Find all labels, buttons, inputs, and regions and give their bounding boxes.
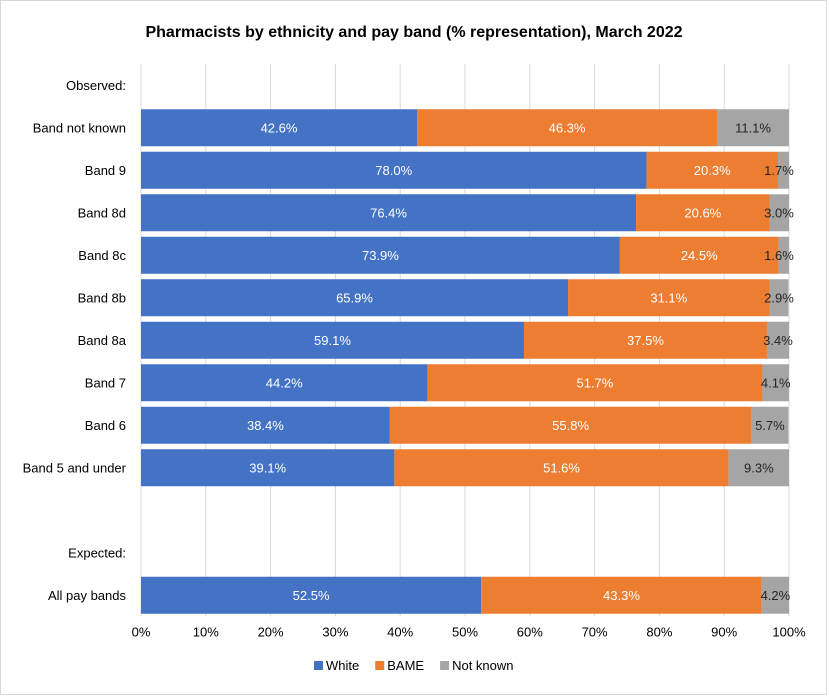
bar-white: [141, 406, 390, 444]
category-label: All pay bands: [48, 588, 127, 603]
bar-white: [141, 194, 637, 232]
data-label: 46.3%: [549, 120, 586, 135]
bar-white: [141, 576, 482, 614]
data-label: 2.9%: [764, 290, 794, 305]
category-label: Expected:: [68, 545, 126, 560]
legend-label: Not known: [452, 658, 513, 673]
bar-not-known: [762, 364, 789, 402]
data-label: 3.0%: [764, 205, 794, 220]
legend-swatch: [314, 661, 323, 670]
data-label: 31.1%: [650, 290, 687, 305]
legend-swatch: [375, 661, 385, 670]
bar-bame: [636, 194, 770, 232]
bar-bame: [481, 576, 762, 614]
bar-white: [141, 151, 647, 189]
bar-bame: [389, 406, 752, 444]
data-label: 51.7%: [576, 375, 613, 390]
bar-bame: [523, 321, 767, 359]
x-tick-label: 50%: [452, 625, 478, 640]
bar-not-known: [751, 406, 789, 444]
data-label: 65.9%: [336, 290, 373, 305]
data-label: 38.4%: [247, 418, 284, 433]
data-label: 1.7%: [764, 163, 794, 178]
x-tick-label: 10%: [193, 625, 219, 640]
data-label: 24.5%: [681, 248, 718, 263]
category-label: Observed:: [66, 78, 126, 93]
x-tick-label: 0%: [132, 625, 151, 640]
category-labels: Observed: Band not known Band 9 Band 8d Band…: [23, 78, 127, 603]
bar-white: [141, 279, 569, 317]
bar-not-known: [766, 321, 789, 359]
data-label: 44.2%: [266, 375, 303, 390]
bar-white: [141, 109, 418, 147]
data-label: 52.5%: [293, 588, 330, 603]
x-tick-label: 40%: [387, 625, 413, 640]
data-label: 20.6%: [684, 205, 721, 220]
bar-bame: [619, 236, 779, 274]
bar-white: [141, 321, 524, 359]
data-label: 59.1%: [314, 333, 351, 348]
category-label: Band 6: [85, 418, 126, 433]
data-label: 42.6%: [261, 120, 298, 135]
category-label: Band 8b: [78, 290, 126, 305]
chart-title: Pharmacists by ethnicity and pay band (%…: [145, 24, 682, 41]
bar-bame: [417, 109, 718, 147]
bar-not-known: [777, 151, 789, 189]
data-label: 1.6%: [764, 248, 794, 263]
data-label: 55.8%: [552, 418, 589, 433]
x-tick-label: 90%: [711, 625, 737, 640]
data-label: 4.1%: [761, 375, 791, 390]
data-label: 51.6%: [543, 460, 580, 475]
x-tick-label: 30%: [322, 625, 348, 640]
data-label: 9.3%: [744, 460, 774, 475]
data-label: 43.3%: [603, 588, 640, 603]
legend-swatch: [440, 661, 450, 670]
bar-bame: [394, 449, 729, 487]
legend: White BAME Not known: [314, 658, 514, 673]
bar-bame: [427, 364, 763, 402]
data-label: 3.4%: [763, 333, 793, 348]
x-axis-ticks: 0% 10% 20% 30% 40% 50% 60% 70% 80% 90% 100%: [132, 625, 806, 640]
bar-not-known: [769, 194, 789, 232]
category-label: Band 7: [85, 375, 126, 390]
x-tick-label: 20%: [258, 625, 284, 640]
data-label: 76.4%: [370, 205, 407, 220]
x-tick-label: 70%: [582, 625, 608, 640]
bar-bame: [646, 151, 778, 189]
data-label: 39.1%: [249, 460, 286, 475]
bar-not-known: [761, 576, 789, 614]
x-tick-label: 60%: [517, 625, 543, 640]
bar-white: [141, 236, 620, 274]
bar-white: [141, 449, 395, 487]
bar-not-known: [717, 109, 789, 147]
bar-not-known: [769, 279, 789, 317]
data-label: 37.5%: [627, 333, 664, 348]
legend-label: White: [326, 658, 359, 673]
data-label: 20.3%: [694, 163, 731, 178]
data-label: 5.7%: [755, 418, 785, 433]
category-label: Band 8a: [78, 333, 127, 348]
data-label: 78.0%: [375, 163, 412, 178]
bar-white: [141, 364, 428, 402]
x-tick-label: 100%: [772, 625, 806, 640]
category-label: Band 8d: [78, 205, 126, 220]
category-label: Band 9: [85, 163, 126, 178]
data-label: 4.2%: [761, 588, 791, 603]
data-label: 73.9%: [362, 248, 399, 263]
bar-not-known: [778, 236, 789, 274]
category-label: Band 8c: [78, 248, 126, 263]
bar-bame: [568, 279, 770, 317]
bar-not-known: [728, 449, 789, 487]
category-label: Band not known: [33, 120, 126, 135]
category-label: Band 5 and under: [23, 460, 127, 475]
data-label: 11.1%: [735, 120, 771, 135]
bar-segments: 42.6% 46.3% 11.1% 78.0% 20.3% 1.7% 76.4% 20.6% 3…: [141, 109, 794, 614]
x-tick-label: 80%: [646, 625, 672, 640]
legend-label: BAME: [387, 658, 424, 673]
